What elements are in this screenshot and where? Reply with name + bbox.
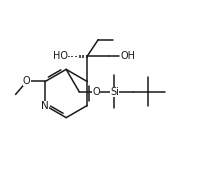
Text: Si: Si (110, 87, 119, 97)
Text: O: O (23, 76, 31, 86)
Text: HO: HO (53, 51, 68, 61)
Text: OH: OH (120, 51, 135, 61)
Text: N: N (41, 101, 49, 111)
Text: O: O (92, 87, 100, 97)
